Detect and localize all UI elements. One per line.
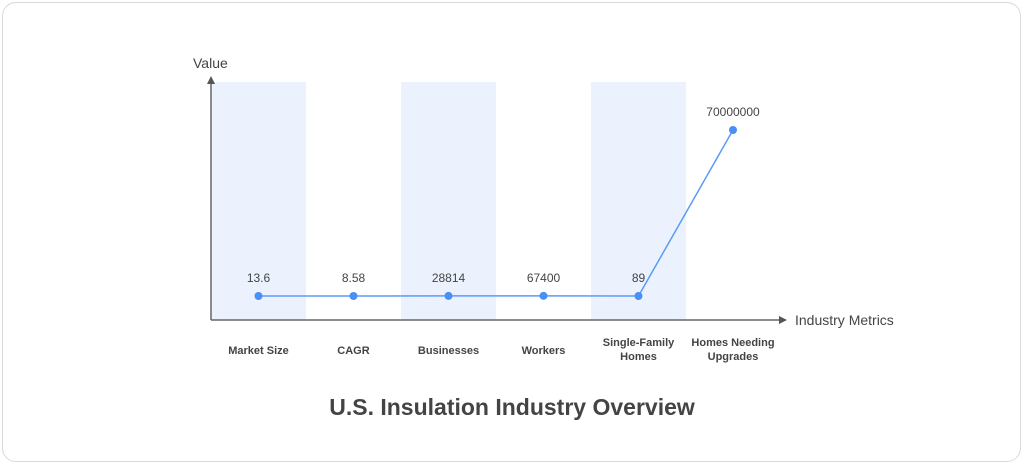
y-axis-label: Value <box>193 55 228 71</box>
x-tick-label: Homes Needing Upgrades <box>691 337 774 363</box>
data-point <box>444 291 453 300</box>
data-label: 8.58 <box>342 271 366 285</box>
data-label: 70000000 <box>706 105 760 119</box>
data-point <box>349 291 358 300</box>
data-label: 67400 <box>527 271 561 285</box>
chart-title: U.S. Insulation Industry Overview <box>329 394 695 420</box>
series-line <box>258 129 734 297</box>
data-label: 89 <box>632 271 646 285</box>
y-axis-arrow-icon <box>207 76 215 84</box>
category-band <box>211 82 306 320</box>
data-point <box>634 291 643 300</box>
data-point <box>729 126 737 134</box>
data-point <box>254 291 263 300</box>
category-band <box>591 82 686 320</box>
x-tick-label: Single-Family Homes <box>603 337 675 363</box>
x-tick-label: Market Size <box>228 345 289 357</box>
x-tick-label: Workers <box>522 345 566 357</box>
x-tick-label: Businesses <box>418 345 479 357</box>
data-point <box>539 291 548 300</box>
data-label: 28814 <box>432 271 466 285</box>
data-label: 13.6 <box>247 271 271 285</box>
x-tick-label: CAGR <box>337 345 369 357</box>
category-band <box>401 82 496 320</box>
x-axis-label: Industry Metrics <box>795 312 894 328</box>
x-axis-arrow-icon <box>779 316 787 324</box>
